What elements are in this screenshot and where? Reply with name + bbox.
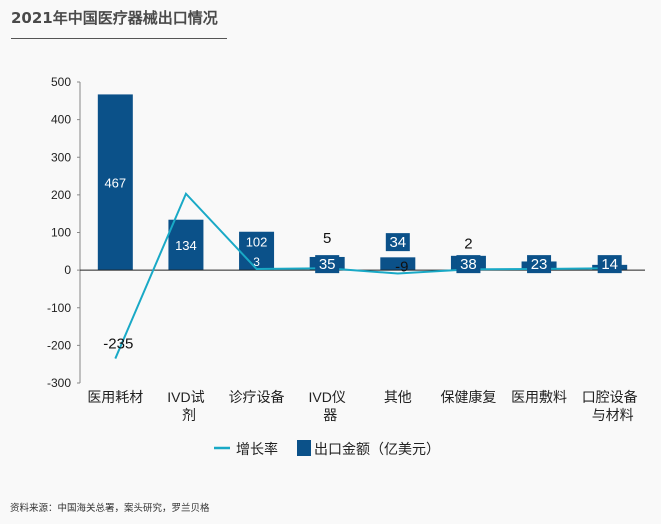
legend-label: 增长率 bbox=[236, 441, 278, 457]
legend-bar-swatch bbox=[297, 440, 311, 456]
bar-label-bg bbox=[385, 233, 410, 252]
y-tick-label: -300 bbox=[47, 376, 71, 390]
y-tick-label: -100 bbox=[47, 301, 71, 315]
bar-label: 38 bbox=[460, 256, 477, 273]
category-label: IVD试 bbox=[167, 389, 204, 405]
y-tick-label: 300 bbox=[51, 150, 71, 164]
category-label: IVD仪 bbox=[309, 389, 346, 405]
bar-label-bg bbox=[315, 255, 340, 274]
bar-label: 35 bbox=[319, 256, 336, 273]
bar-label: 14 bbox=[601, 256, 618, 273]
chart-title: 2021年中国医疗器械出口情况 bbox=[11, 9, 218, 27]
y-tick-label: -200 bbox=[47, 338, 71, 352]
category-label: 剂 bbox=[182, 407, 196, 423]
bar bbox=[97, 94, 133, 271]
source-note: 资料来源：中国海关总署，案头研究，罗兰贝格 bbox=[10, 503, 210, 514]
y-tick-label: 400 bbox=[51, 113, 71, 127]
bar-label-bg bbox=[527, 255, 552, 274]
bar-label-bg bbox=[456, 255, 481, 274]
bar-label-bg bbox=[597, 255, 622, 274]
category-label: 其他 bbox=[384, 389, 412, 405]
y-tick-label: 500 bbox=[51, 75, 71, 89]
category-label: 医用敷料 bbox=[511, 389, 567, 405]
bar-label: 102 bbox=[246, 235, 268, 250]
bar bbox=[239, 231, 275, 271]
category-label: 保健康复 bbox=[440, 389, 496, 405]
legend-label: 出口金额（亿美元） bbox=[314, 441, 440, 457]
title-divider bbox=[11, 38, 227, 39]
growth-line bbox=[114, 191, 610, 359]
category-label: 医用耗材 bbox=[87, 389, 143, 405]
category-label: 与材料 bbox=[592, 407, 634, 423]
line-label: -235 bbox=[103, 336, 133, 353]
bar bbox=[380, 257, 416, 271]
line-label: 2 bbox=[464, 235, 472, 252]
bar bbox=[168, 219, 204, 271]
y-tick-label: 100 bbox=[51, 226, 71, 240]
y-tick-label: 200 bbox=[51, 188, 71, 202]
bar-label: 23 bbox=[531, 256, 548, 273]
category-label: 口腔设备 bbox=[582, 389, 638, 405]
line-label: -9 bbox=[395, 259, 408, 276]
category-label: 诊疗设备 bbox=[229, 389, 285, 405]
bar-label: 34 bbox=[389, 234, 406, 251]
bar-label: 467 bbox=[104, 175, 126, 190]
category-label: 器 bbox=[323, 407, 337, 423]
line-label: 5 bbox=[323, 230, 331, 247]
bar-label: 134 bbox=[175, 238, 197, 253]
line-label: 3 bbox=[253, 255, 260, 269]
y-tick-label: 0 bbox=[64, 263, 71, 277]
